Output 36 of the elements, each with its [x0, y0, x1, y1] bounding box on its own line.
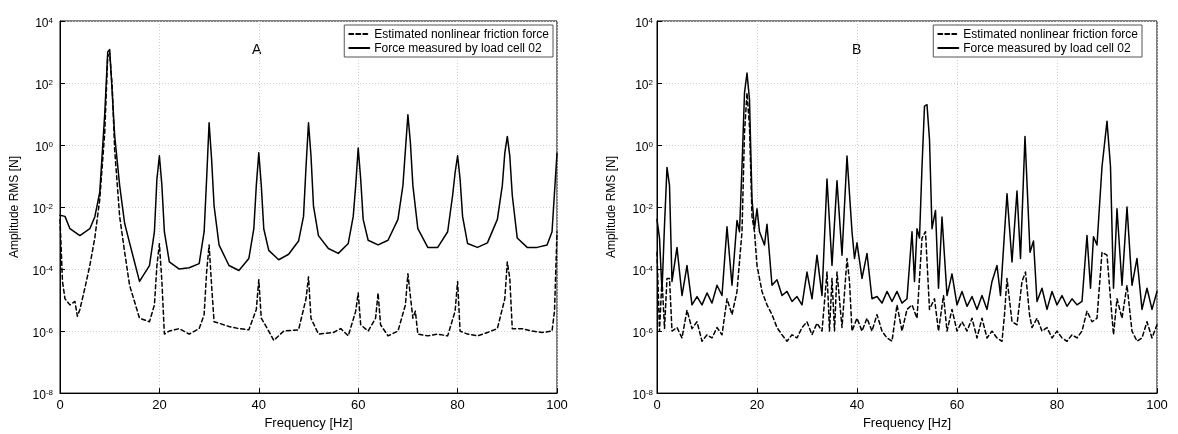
y-tick-label: 10$^{2}$: [35, 77, 53, 94]
y-tick-label: 10$^{4}$: [635, 15, 653, 31]
annotation: A: [252, 41, 262, 57]
x-tick-label: 100: [546, 397, 568, 413]
x-tick-label: 0: [56, 397, 64, 413]
y-tick-label: 10$^{4}$: [35, 15, 53, 31]
x-axis-title: Frequency [Hz]: [862, 415, 952, 430]
y-axis-title: Amplitude RMS [N]: [7, 156, 21, 259]
x-tick-label: 100: [1146, 397, 1168, 413]
legend-label: Estimated nonlinear friction force: [374, 27, 550, 41]
y-tick-label: 10$^{-2}$: [632, 201, 653, 218]
legend-label: Estimated nonlinear friction force: [963, 27, 1139, 41]
x-tick-label: 20: [749, 397, 765, 413]
legend-label: Force measured by load cell 02: [374, 41, 542, 55]
y-axis-title: Amplitude RMS [N]: [604, 156, 618, 259]
y-tick-label: 10$^{0}$: [35, 139, 53, 156]
legend-label: Force measured by load cell 02: [963, 41, 1131, 55]
y-tick-label: 10$^{-2}$: [32, 201, 53, 218]
x-tick-label: 0: [653, 397, 661, 413]
y-tick-label: 10$^{-8}$: [32, 387, 53, 404]
y-tick-label: 10$^{-4}$: [632, 263, 653, 280]
x-tick-label: 60: [350, 397, 366, 413]
x-tick-label: 40: [251, 397, 267, 413]
x-tick-label: 80: [450, 397, 465, 413]
x-tick-label: 20: [152, 397, 167, 413]
x-tick-label: 80: [1049, 397, 1065, 413]
annotation: B: [852, 41, 862, 57]
y-tick-label: 10$^{-4}$: [32, 263, 53, 280]
y-tick-label: 10$^{2}$: [635, 77, 653, 94]
y-tick-label: 10$^{-6}$: [632, 325, 653, 342]
x-tick-label: 60: [949, 397, 965, 413]
x-tick-label: 40: [849, 397, 865, 413]
y-tick-label: 10$^{0}$: [635, 139, 653, 156]
x-axis-title: Frequency [Hz]: [264, 415, 353, 430]
y-tick-label: 10$^{-8}$: [632, 387, 653, 404]
y-tick-label: 10$^{-6}$: [32, 325, 53, 342]
